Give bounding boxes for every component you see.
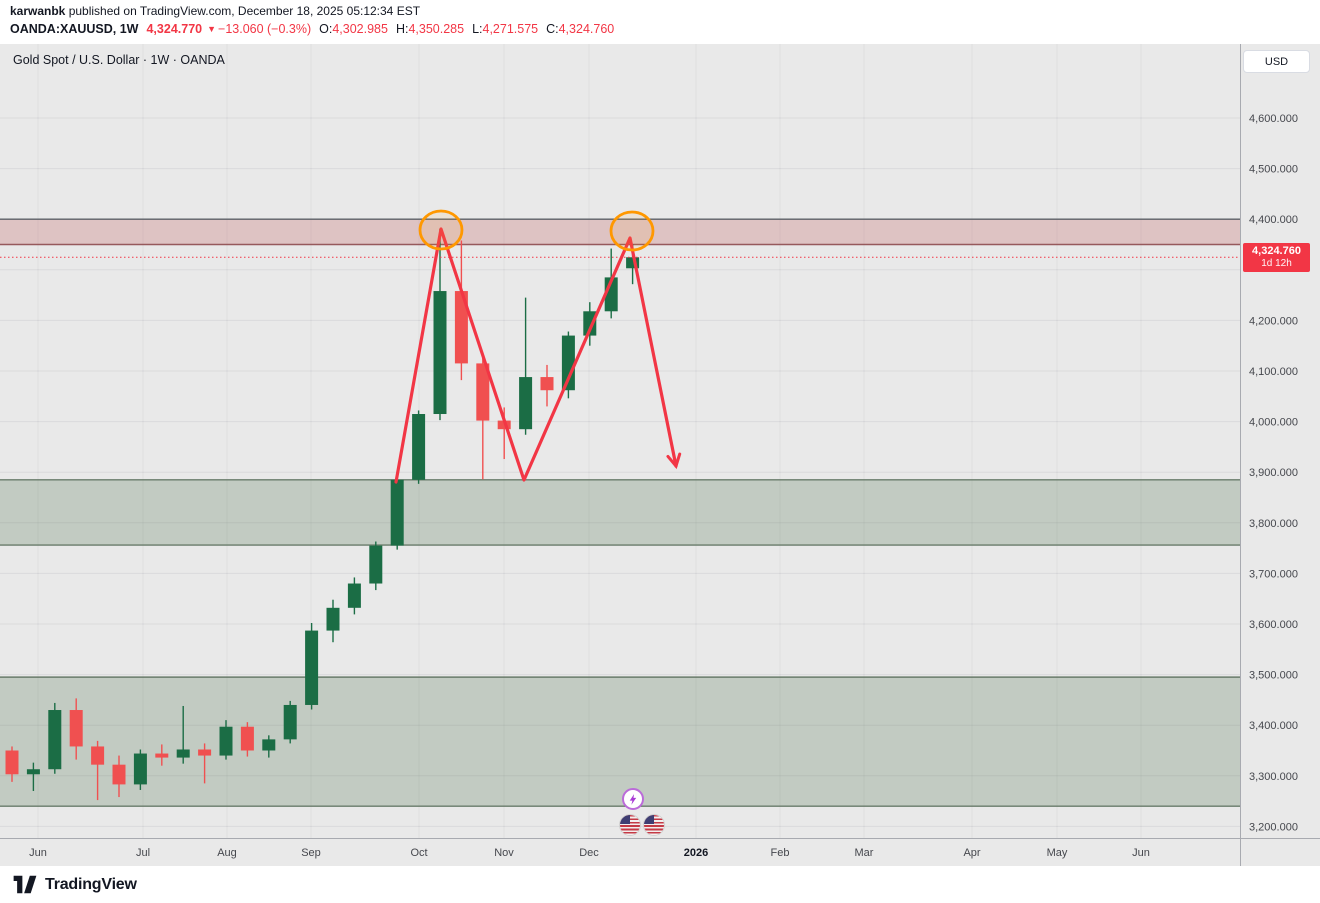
candle-body [561,335,575,391]
price-tick-label[interactable]: 4,100.000 [1249,366,1298,378]
quote-line: OANDA:XAUUSD, 1W 4,324.770 ▼ −13.060 (−0.3%… [10,21,614,38]
time-tick-label[interactable]: Jun [1132,847,1150,859]
time-tick-label[interactable]: Oct [410,847,427,859]
tradingview-logo-icon[interactable] [12,874,38,895]
time-tick-label[interactable]: Sep [301,847,321,859]
time-tick-label[interactable]: Aug [217,847,237,859]
candle-body [347,583,361,608]
price-tick-label[interactable]: 4,200.000 [1249,315,1298,327]
candle-body [305,630,319,705]
bar-countdown: 1d 12h [1261,258,1292,269]
candle-body [219,726,233,756]
time-tick-label[interactable]: Jun [29,847,47,859]
us-flag-emoji-sticker[interactable] [619,814,641,836]
low-pair: L:4,271.575 [472,22,538,36]
tradingview-brand-text[interactable]: TradingView [45,875,137,893]
candle-body [433,291,447,415]
price-tick-label[interactable]: 4,600.000 [1249,113,1298,125]
close-pair: C:4,324.760 [546,22,614,36]
resistance-zone[interactable] [0,219,1240,245]
candle-body [626,257,640,269]
price-tick-label[interactable]: 3,800.000 [1249,518,1298,530]
low-label: L: [472,22,483,36]
symbol-label[interactable]: OANDA:XAUUSD, 1W [10,22,139,36]
candle-body [540,377,554,391]
candle-body [155,753,169,758]
candle-body [390,479,404,546]
time-tick-label[interactable]: 2026 [684,847,708,859]
author-name[interactable]: karwanbk [10,4,66,18]
candle-body [476,363,490,421]
high-pair: H:4,350.285 [396,22,464,36]
high-label: H: [395,22,409,36]
candle-body [69,710,83,747]
candle-body [240,726,254,751]
candle-body [176,749,190,758]
time-tick-label[interactable]: May [1047,847,1068,859]
candle-body [48,710,62,770]
candle-body [262,739,276,751]
last-price: 4,324.770 [146,22,203,36]
time-tick-label[interactable]: Feb [771,847,790,859]
price-tick-label[interactable]: 3,600.000 [1249,619,1298,631]
close-value: 4,324.760 [558,22,615,36]
support-zone-lower[interactable] [0,677,1240,807]
candle-body [326,607,340,631]
time-tick-label[interactable]: Jul [136,847,150,859]
price-tick-label[interactable]: 4,400.000 [1249,214,1298,226]
price-chart-canvas[interactable]: 4,600.000 4,500.000 4,400.000 4,200.000 4,10… [0,44,1320,866]
price-tick-label[interactable]: 4,500.000 [1249,164,1298,176]
support-zone-upper[interactable] [0,479,1240,546]
open-label: O: [319,22,333,36]
candle-body [454,291,468,364]
time-tick-label[interactable]: Nov [494,847,514,859]
candle-body [5,750,19,775]
publish-header: karwanbk published on TradingView.com, D… [0,0,1320,44]
zap-emoji-sticker[interactable] [622,788,644,810]
tradingview-footer: TradingView [0,866,1320,903]
trend-projection-line[interactable] [394,227,682,484]
time-tick-label[interactable]: Apr [963,847,980,859]
lightning-icon [629,793,636,805]
price-tick-label[interactable]: 3,500.000 [1249,670,1298,682]
candle-body [283,704,297,740]
low-value: 4,271.575 [482,22,539,36]
current-price-tag: 4,324.760 1d 12h [1243,243,1310,272]
price-tick-label[interactable]: 3,200.000 [1249,821,1298,833]
high-value: 4,350.285 [408,22,465,36]
time-tick-label[interactable]: Dec [579,847,599,859]
highlight-circle[interactable] [418,209,464,251]
current-price-value: 4,324.760 [1252,245,1301,257]
candle-body [519,377,533,430]
chart-area[interactable]: 4,600.000 4,500.000 4,400.000 4,200.000 4,10… [0,44,1320,866]
candle-body [412,414,426,480]
price-tick-label[interactable]: 3,900.000 [1249,467,1298,479]
publish-info: karwanbk published on TradingView.com, D… [10,4,420,19]
open-pair: O:4,302.985 [319,22,388,36]
price-change: −13.060 (−0.3%) [218,22,312,36]
candle-body [26,769,40,775]
candle-body [91,746,105,765]
price-tick-label[interactable]: 3,300.000 [1249,771,1298,783]
open-value: 4,302.985 [332,22,388,36]
price-tick-label[interactable]: 4,000.000 [1249,417,1298,429]
price-tick-label[interactable]: 3,400.000 [1249,720,1298,732]
candle-body [369,545,383,584]
chart-legend: Gold Spot / U.S. Dollar · 1W · OANDA [13,53,225,67]
price-tick-label[interactable]: 3,700.000 [1249,568,1298,580]
currency-toggle-button[interactable]: USD [1243,50,1310,73]
highlight-circle[interactable] [609,210,655,252]
candle-body [112,764,126,785]
candle-body [583,311,597,336]
candle-body [198,749,212,756]
candle-body [133,753,147,785]
down-arrow-icon: ▼ [207,24,217,34]
time-tick-label[interactable]: Mar [855,847,874,859]
close-label: C: [546,22,559,36]
us-flag-emoji-sticker[interactable] [643,814,665,836]
publish-suffix: published on TradingView.com, December 1… [65,4,421,18]
